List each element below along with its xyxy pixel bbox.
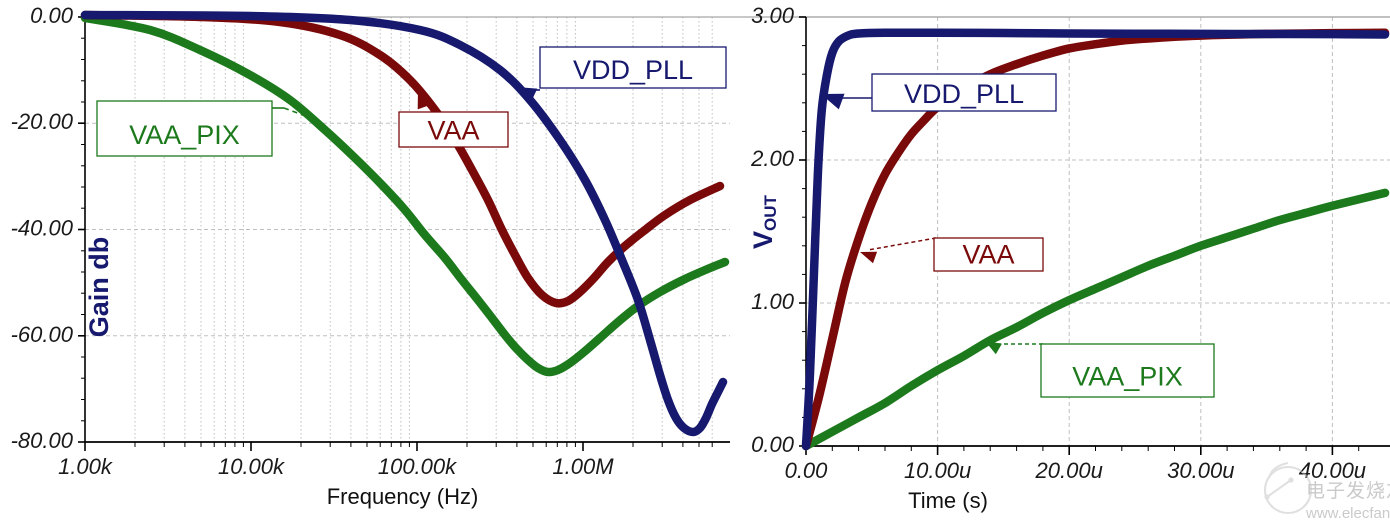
svg-text:0.00: 0.00 xyxy=(30,3,74,28)
svg-text:0.00: 0.00 xyxy=(785,458,829,483)
svg-text:1.00: 1.00 xyxy=(751,289,795,314)
svg-text:www.elecfans.com: www.elecfans.com xyxy=(1305,505,1390,522)
svg-text:-60.00: -60.00 xyxy=(11,322,74,347)
svg-text:VDD_PLL: VDD_PLL xyxy=(573,55,693,85)
svg-text:-20.00: -20.00 xyxy=(11,109,74,134)
svg-text:VAA: VAA xyxy=(962,240,1014,270)
svg-text:VAA: VAA xyxy=(427,115,479,145)
svg-text:VAA_PIX: VAA_PIX xyxy=(129,120,240,150)
svg-text:VAA_PIX: VAA_PIX xyxy=(1072,361,1183,391)
svg-text:电子发烧友: 电子发烧友 xyxy=(1306,480,1390,502)
svg-text:1.00M: 1.00M xyxy=(552,454,614,479)
svg-text:20.00u: 20.00u xyxy=(1035,458,1103,483)
svg-text:10.00u: 10.00u xyxy=(904,458,971,483)
svg-text:-40.00: -40.00 xyxy=(11,216,74,241)
svg-text:-80.00: -80.00 xyxy=(11,428,74,453)
svg-text:VDD_PLL: VDD_PLL xyxy=(904,79,1024,109)
svg-text:Time (s): Time (s) xyxy=(908,488,988,513)
svg-text:30.00u: 30.00u xyxy=(1167,458,1234,483)
svg-text:1.00k: 1.00k xyxy=(58,454,113,479)
svg-text:100.00k: 100.00k xyxy=(378,454,457,479)
svg-text:2.00: 2.00 xyxy=(750,146,795,171)
svg-text:Gain db: Gain db xyxy=(84,237,114,338)
svg-text:Frequency (Hz): Frequency (Hz) xyxy=(327,484,479,509)
svg-text:3.00: 3.00 xyxy=(751,3,795,28)
svg-text:0.00: 0.00 xyxy=(751,432,795,457)
svg-text:10.00k: 10.00k xyxy=(218,454,285,479)
